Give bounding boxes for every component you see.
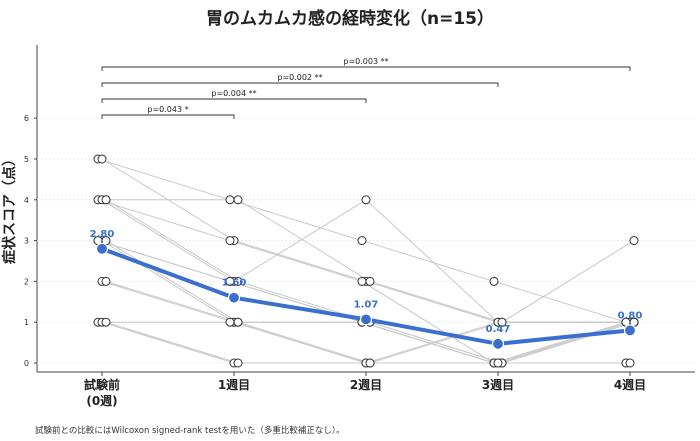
x-tick-label: 試験前(0週) xyxy=(84,377,120,408)
individual-line xyxy=(98,321,627,364)
mean-data-label: 1.07 xyxy=(354,299,379,310)
individual-line xyxy=(101,321,630,364)
individual-point xyxy=(225,317,235,327)
individual-point xyxy=(233,358,243,368)
individual-point xyxy=(365,358,375,368)
y-tick-label: 4 xyxy=(24,196,29,205)
mean-data-label: 1.60 xyxy=(222,278,247,289)
individual-point xyxy=(233,195,243,205)
mean-data-label: 2.80 xyxy=(90,229,115,240)
significance-bracket xyxy=(101,82,499,87)
individual-point xyxy=(101,317,111,327)
y-tick-label: 2 xyxy=(24,277,29,286)
x-tick-label: 4週目 xyxy=(614,377,646,392)
y-axis-label: 症状スコア（点） xyxy=(1,152,18,264)
y-tick-label: 0 xyxy=(24,359,29,368)
individual-point xyxy=(101,276,111,286)
significance-label: p=0.003 ** xyxy=(343,57,388,66)
y-tick-label: 6 xyxy=(24,114,29,123)
individual-point xyxy=(497,317,507,327)
y-tick-label: 3 xyxy=(24,237,29,246)
individual-point xyxy=(357,236,367,246)
mean-line xyxy=(101,246,631,346)
individual-point xyxy=(233,317,243,327)
significance-bracket xyxy=(101,66,631,71)
individual-point xyxy=(365,276,375,286)
individual-point xyxy=(361,195,371,205)
individual-point xyxy=(225,276,235,286)
x-tick-label: 3週目 xyxy=(482,377,514,392)
mean-point xyxy=(359,313,373,326)
individual-point xyxy=(225,236,235,246)
mean-point xyxy=(95,242,109,255)
significance-label: p=0.002 ** xyxy=(277,73,322,82)
individual-point xyxy=(225,195,235,205)
chart-title: 胃のムカムカ感の経時変化（n=15） xyxy=(205,9,494,29)
mean-data-label: 0.47 xyxy=(486,324,511,335)
individual-point xyxy=(101,195,111,205)
significance-label: p=0.004 ** xyxy=(211,89,256,98)
individual-point xyxy=(625,358,635,368)
x-tick-label: 2週目 xyxy=(350,377,382,392)
footnote: 試験前との比較にはWilcoxon signed-rank testを用いた（多… xyxy=(35,426,345,436)
significance-bracket xyxy=(101,98,367,103)
individual-point xyxy=(357,276,367,286)
mean-point xyxy=(623,324,637,337)
y-tick-label: 5 xyxy=(24,155,29,164)
significance-label: p=0.043 * xyxy=(147,105,188,114)
individual-line xyxy=(105,321,634,364)
individual-point xyxy=(97,154,107,164)
mean-point xyxy=(491,337,505,350)
significance-bracket xyxy=(101,114,235,119)
individual-point xyxy=(629,236,639,246)
mean-data-label: 0.80 xyxy=(618,310,643,321)
x-tick-label: 1週目 xyxy=(218,377,250,392)
y-tick-label: 1 xyxy=(24,318,29,327)
individual-point xyxy=(493,358,503,368)
mean-point xyxy=(227,291,241,304)
individual-point xyxy=(489,276,499,286)
